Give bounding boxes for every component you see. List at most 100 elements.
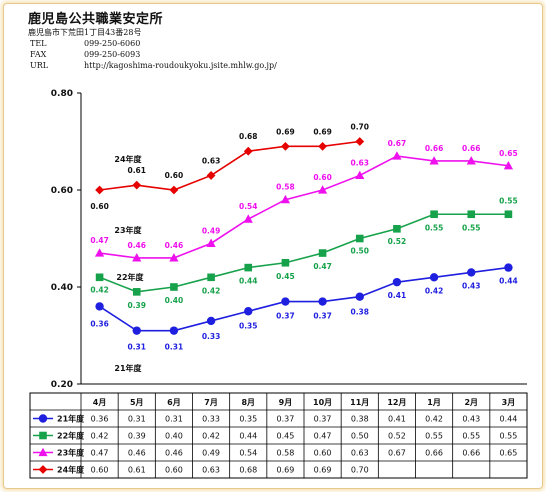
- data-label: 0.47: [90, 236, 109, 245]
- data-point: [429, 156, 439, 165]
- month-header: 10月: [313, 398, 332, 407]
- data-label: 0.54: [239, 202, 258, 211]
- month-header: 11月: [350, 398, 369, 407]
- data-label: 0.38: [350, 308, 369, 317]
- data-label: 0.70: [350, 123, 369, 132]
- data-point: [280, 194, 291, 204]
- series-line-1: [99, 266, 509, 332]
- url-link[interactable]: http://kagoshima-roudoukyoku.jsite.mhlw.…: [84, 61, 277, 70]
- month-header: 5月: [130, 398, 144, 407]
- data-label: 0.44: [239, 277, 258, 286]
- data-point: [504, 210, 513, 219]
- data-label: 0.50: [350, 247, 369, 256]
- data-label: 0.33: [202, 332, 221, 341]
- series-label-3: 23年度: [114, 225, 142, 235]
- data-point: [207, 273, 215, 282]
- table-cell: 0.66: [425, 449, 443, 458]
- data-point: [95, 185, 104, 195]
- y-tick-label: 0.60: [51, 186, 73, 196]
- table-cell: 0.39: [128, 432, 146, 441]
- data-label: 0.42: [425, 286, 444, 295]
- data-label: 0.39: [127, 301, 146, 310]
- data-point: [281, 297, 290, 306]
- data-label: 0.63: [202, 156, 221, 165]
- data-point: [392, 277, 402, 287]
- month-header: 2月: [464, 398, 478, 407]
- series-line-4: [99, 140, 360, 191]
- data-point: [430, 210, 438, 219]
- table-cell: 0.69: [277, 466, 295, 475]
- data-label: 0.43: [462, 281, 481, 290]
- table-cell: 0.31: [165, 415, 183, 424]
- legend-label: 22年度: [57, 431, 85, 441]
- data-point: [467, 210, 476, 219]
- data-point: [467, 268, 476, 277]
- data-label: 0.68: [239, 132, 258, 141]
- month-header: 3月: [502, 398, 516, 407]
- legend-label: 21年度: [57, 414, 85, 424]
- y-tick-label: 0.20: [51, 380, 73, 390]
- tel-number: 099-250-6060: [84, 39, 141, 48]
- table-cell: 0.46: [128, 449, 146, 458]
- tel-label: TEL: [30, 39, 47, 48]
- url-label: URL: [30, 61, 49, 70]
- series-label-4: 24年度: [114, 154, 142, 164]
- data-label: 0.55: [462, 223, 481, 232]
- table-cell: 0.46: [165, 449, 183, 458]
- fax-number: 099-250-6093: [84, 50, 141, 59]
- table-cell: 0.43: [462, 415, 480, 424]
- month-header: 9月: [279, 398, 293, 407]
- data-label: 0.36: [90, 319, 109, 328]
- table-cell: 0.42: [91, 432, 109, 441]
- data-point: [132, 288, 141, 296]
- data-point: [170, 283, 178, 291]
- table-cell: 0.41: [388, 415, 406, 424]
- table-cell: 0.68: [239, 466, 257, 475]
- y-tick-label: 0.40: [51, 283, 73, 293]
- data-point: [169, 185, 179, 195]
- table-cell: 0.33: [202, 415, 220, 424]
- data-label: 0.69: [313, 127, 332, 136]
- table-cell: 0.67: [388, 449, 406, 458]
- table-cell: 0.63: [202, 466, 220, 475]
- series-line-2: [99, 213, 509, 293]
- series-label-2: 22年度: [116, 272, 144, 282]
- data-point: [94, 248, 105, 257]
- table-cell: 0.40: [165, 432, 183, 441]
- month-header: 12月: [387, 398, 406, 407]
- data-point: [393, 225, 401, 233]
- table-cell: 0.45: [277, 432, 295, 441]
- data-label: 0.35: [239, 321, 258, 330]
- data-label: 0.37: [313, 312, 332, 321]
- data-label: 0.31: [127, 343, 146, 352]
- month-header: 7月: [204, 398, 218, 407]
- data-label: 0.60: [165, 171, 184, 180]
- month-header: 6月: [167, 398, 181, 407]
- table-cell: 0.55: [462, 432, 480, 441]
- data-point: [318, 249, 327, 257]
- data-label: 0.63: [350, 158, 369, 167]
- table-cell: 0.60: [91, 466, 109, 475]
- data-point: [243, 146, 253, 156]
- data-point: [95, 273, 104, 282]
- table-cell: 0.35: [239, 415, 257, 424]
- org-address: 鹿児島市下荒田1丁目43番28号: [28, 28, 142, 37]
- table-cell: 0.44: [239, 432, 257, 441]
- data-label: 0.69: [276, 127, 295, 136]
- data-label: 0.60: [313, 173, 332, 182]
- legend-marker: [39, 431, 47, 440]
- table-cell: 0.42: [425, 415, 443, 424]
- data-point: [318, 297, 327, 306]
- data-label: 0.66: [425, 144, 444, 153]
- data-point: [132, 326, 141, 335]
- table-cell: 0.58: [277, 449, 295, 458]
- data-label: 0.46: [165, 241, 184, 250]
- data-label: 0.60: [90, 202, 109, 211]
- data-point: [206, 171, 216, 180]
- data-label: 0.42: [202, 286, 221, 295]
- table-cell: 0.47: [314, 432, 332, 441]
- data-point: [244, 307, 253, 316]
- table-cell: 0.60: [165, 466, 183, 475]
- table-cell: 0.44: [500, 415, 518, 424]
- data-point: [132, 180, 142, 190]
